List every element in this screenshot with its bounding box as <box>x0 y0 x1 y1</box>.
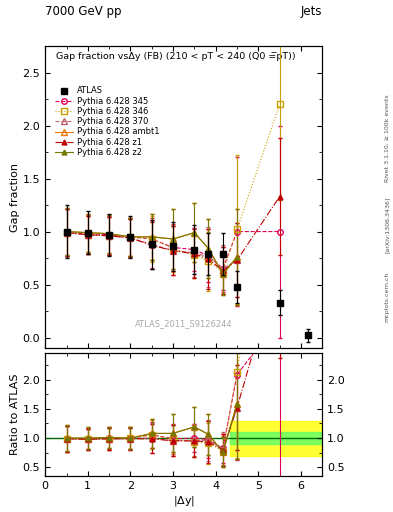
Text: 7000 GeV pp: 7000 GeV pp <box>45 5 122 18</box>
Text: Gap fraction vsΔy (FB) (210 < pT < 240 (Q0 =̅pT)): Gap fraction vsΔy (FB) (210 < pT < 240 (… <box>56 52 296 61</box>
Legend: ATLAS, Pythia 6.428 345, Pythia 6.428 346, Pythia 6.428 370, Pythia 6.428 ambt1,: ATLAS, Pythia 6.428 345, Pythia 6.428 34… <box>55 87 159 157</box>
Text: ATLAS_2011_S9126244: ATLAS_2011_S9126244 <box>135 319 233 329</box>
Text: [arXiv:1306.3436]: [arXiv:1306.3436] <box>385 197 389 253</box>
Y-axis label: Ratio to ATLAS: Ratio to ATLAS <box>10 374 20 456</box>
Text: mcplots.cern.ch: mcplots.cern.ch <box>385 272 389 322</box>
Text: Jets: Jets <box>301 5 322 18</box>
Y-axis label: Gap fraction: Gap fraction <box>10 163 20 231</box>
Text: Rivet 3.1.10, ≥ 100k events: Rivet 3.1.10, ≥ 100k events <box>385 94 389 182</box>
X-axis label: |$\Delta$y|: |$\Delta$y| <box>173 494 195 508</box>
